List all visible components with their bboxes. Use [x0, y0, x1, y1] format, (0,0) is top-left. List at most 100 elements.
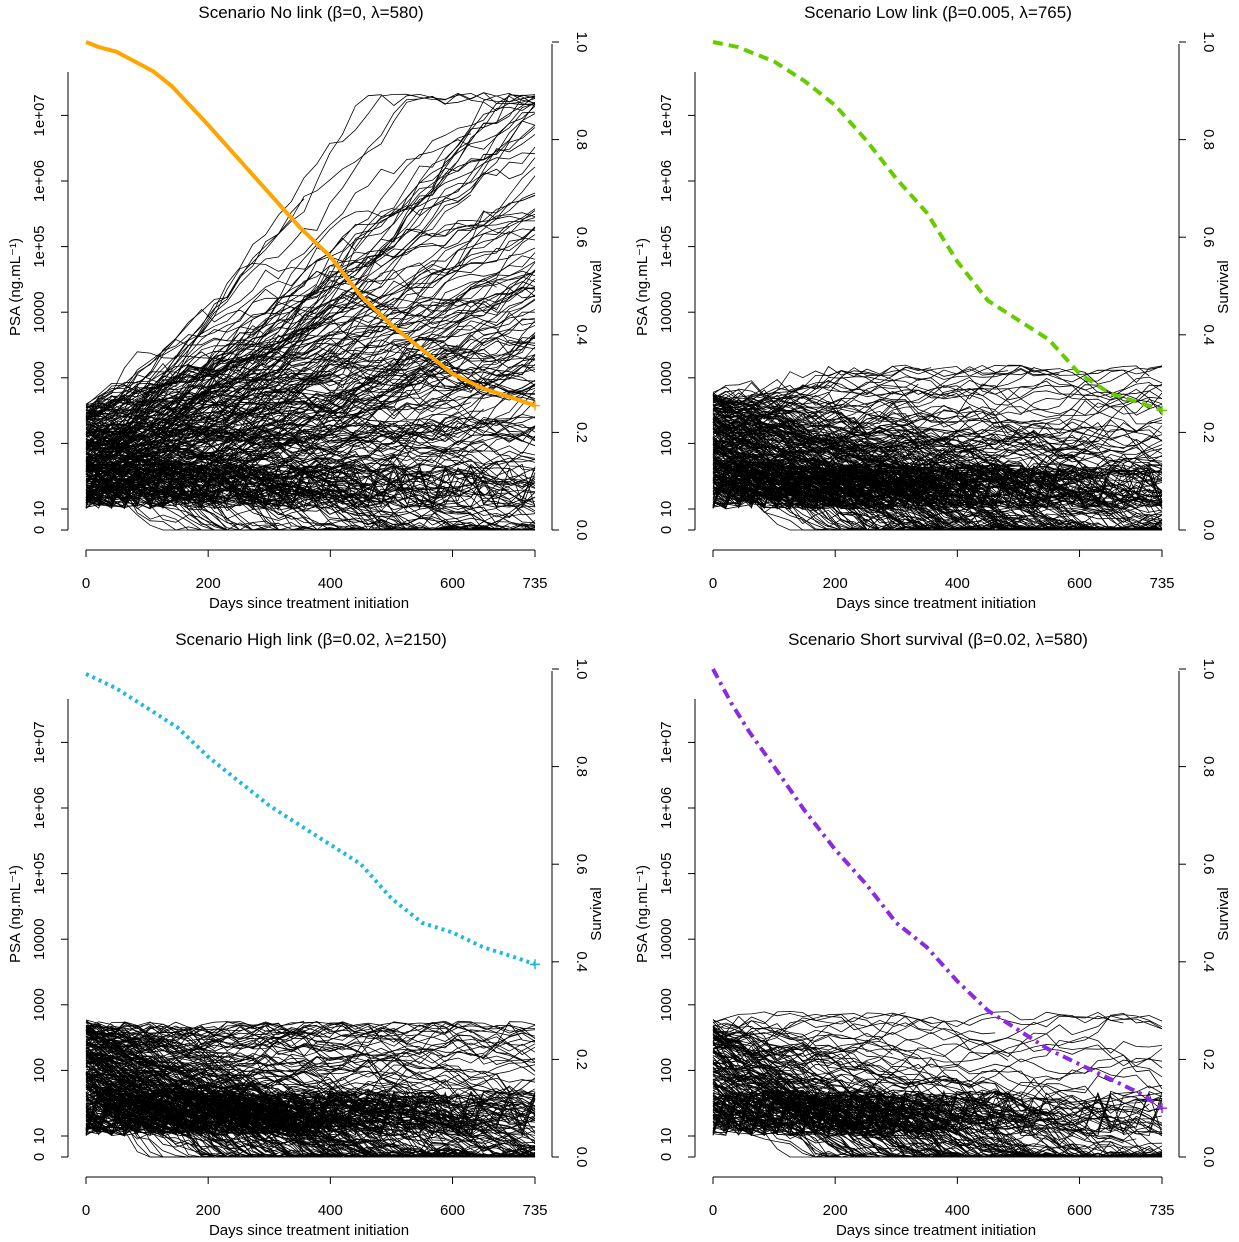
psa-trajectory — [85, 287, 536, 421]
psa-trajectory — [85, 332, 536, 451]
psa-trajectory — [85, 1064, 535, 1158]
psa-trajectory — [85, 113, 536, 420]
psa-trajectory — [712, 415, 893, 438]
y-right-tick-label: 1.0 — [1200, 32, 1217, 53]
psa-trajectory — [712, 1076, 1162, 1158]
psa-trajectory — [712, 388, 1163, 433]
psa-trajectory — [85, 1021, 536, 1057]
y-right-tick-label: 0.4 — [573, 324, 590, 345]
y-left-tick-label: 10 — [658, 501, 675, 518]
x-tick-label: 400 — [318, 575, 343, 592]
psa-trajectory — [85, 1022, 536, 1104]
psa-trajectory — [712, 1048, 1163, 1135]
psa-trajectory — [85, 157, 536, 444]
y-left-tick-label: 100 — [31, 1058, 48, 1083]
chart-title: Scenario High link (β=0.02, λ=2150) — [175, 630, 447, 649]
psa-trajectory — [85, 433, 535, 531]
x-tick-label: 200 — [823, 1202, 848, 1219]
y-left-tick-label: 0 — [658, 526, 675, 534]
y-left-tick-label: 1e+05 — [31, 853, 48, 895]
y-right-tick-label: 0.8 — [573, 129, 590, 150]
y-left-tick-label: 1e+06 — [31, 160, 48, 202]
y-axis-right-label: Survival — [1215, 260, 1232, 313]
psa-trajectory — [712, 1029, 945, 1158]
psa-trajectory — [712, 463, 1099, 509]
x-axis-label: Days since treatment initiation — [836, 595, 1036, 612]
y-right-tick-label: 0.2 — [1200, 422, 1217, 443]
y-left-tick-label: 10000 — [658, 291, 675, 333]
survival-curve — [85, 40, 536, 408]
x-axis-label: Days since treatment initiation — [209, 595, 409, 612]
psa-trajectory — [712, 454, 1163, 510]
psa-trajectory — [712, 1050, 944, 1136]
psa-trajectory — [712, 365, 1163, 425]
psa-trajectory — [85, 443, 484, 492]
psa-trajectory — [85, 427, 536, 481]
psa-trajectory — [712, 466, 1163, 526]
psa-trajectory — [85, 1021, 536, 1049]
y-right-tick-label: 1.0 — [573, 659, 590, 680]
psa-trajectory — [85, 1096, 536, 1158]
y-left-tick-label: 1e+05 — [658, 226, 675, 268]
psa-trajectory — [85, 1033, 446, 1095]
y-right-tick-label: 0.0 — [1200, 520, 1217, 541]
psa-trajectory — [712, 421, 1098, 531]
psa-trajectory — [85, 1023, 317, 1052]
psa-trajectory — [712, 1030, 1163, 1137]
psa-trajectory — [85, 1026, 536, 1057]
psa-trajectory — [85, 407, 536, 483]
chart-title: Scenario Short survival (β=0.02, λ=580) — [788, 630, 1088, 649]
y-left-tick-label: 10000 — [31, 918, 48, 960]
y-right-tick-label: 0.6 — [573, 227, 590, 248]
psa-trajectory — [85, 285, 382, 405]
psa-trajectory — [85, 1062, 536, 1104]
psa-trajectory — [85, 231, 536, 424]
x-tick-label: 0 — [82, 575, 90, 592]
psa-trajectory — [85, 1088, 536, 1123]
y-axis-left-label: PSA (ng.mL⁻¹) — [7, 238, 24, 336]
psa-trajectory — [85, 284, 536, 406]
psa-trajectories — [712, 1010, 1163, 1158]
psa-trajectory — [712, 377, 1163, 416]
survival-curve — [712, 40, 1163, 413]
y-right-tick-label: 0.6 — [573, 854, 590, 875]
psa-trajectory — [85, 1065, 356, 1125]
psa-trajectory — [712, 384, 1163, 413]
psa-trajectory — [85, 1070, 536, 1129]
y-right-tick-label: 0.6 — [1200, 227, 1217, 248]
psa-trajectory — [85, 418, 407, 452]
psa-trajectory — [85, 1091, 535, 1158]
survival-curve — [85, 672, 536, 967]
psa-trajectory — [85, 96, 536, 452]
x-tick-label: 200 — [196, 575, 221, 592]
psa-trajectory — [85, 423, 305, 467]
psa-trajectory — [712, 461, 1162, 531]
psa-trajectory — [712, 447, 1163, 509]
psa-trajectory — [712, 1010, 1124, 1035]
psa-trajectory — [712, 399, 1163, 476]
psa-trajectory — [712, 464, 1163, 508]
psa-trajectory — [85, 383, 536, 490]
psa-trajectory — [85, 105, 536, 422]
psa-trajectory — [85, 93, 536, 419]
psa-trajectory — [712, 447, 1111, 509]
y-left-tick-label: 0 — [658, 1153, 675, 1161]
y-right-tick-label: 0.4 — [1200, 951, 1217, 972]
psa-trajectory — [85, 1021, 536, 1063]
psa-trajectory — [85, 120, 536, 450]
y-right-tick-label: 0.8 — [1200, 129, 1217, 150]
y-right-tick-label: 0.6 — [1200, 854, 1217, 875]
y-left-tick-label: 100 — [31, 431, 48, 456]
psa-trajectory — [85, 337, 536, 421]
x-axis-label: Days since treatment initiation — [836, 1222, 1036, 1239]
chart-panel-4: Scenario Short survival (β=0.02, λ=580) 0… — [634, 630, 1232, 1239]
psa-trajectory — [85, 1052, 536, 1103]
psa-trajectory — [712, 1016, 1073, 1136]
psa-trajectory — [85, 430, 382, 473]
y-left-tick-label: 0 — [31, 1153, 48, 1161]
psa-trajectory — [712, 369, 1060, 456]
psa-trajectory — [712, 416, 1163, 506]
survival-curve — [711, 668, 1164, 1110]
psa-trajectory — [712, 409, 1124, 471]
psa-trajectory — [712, 1091, 1163, 1133]
